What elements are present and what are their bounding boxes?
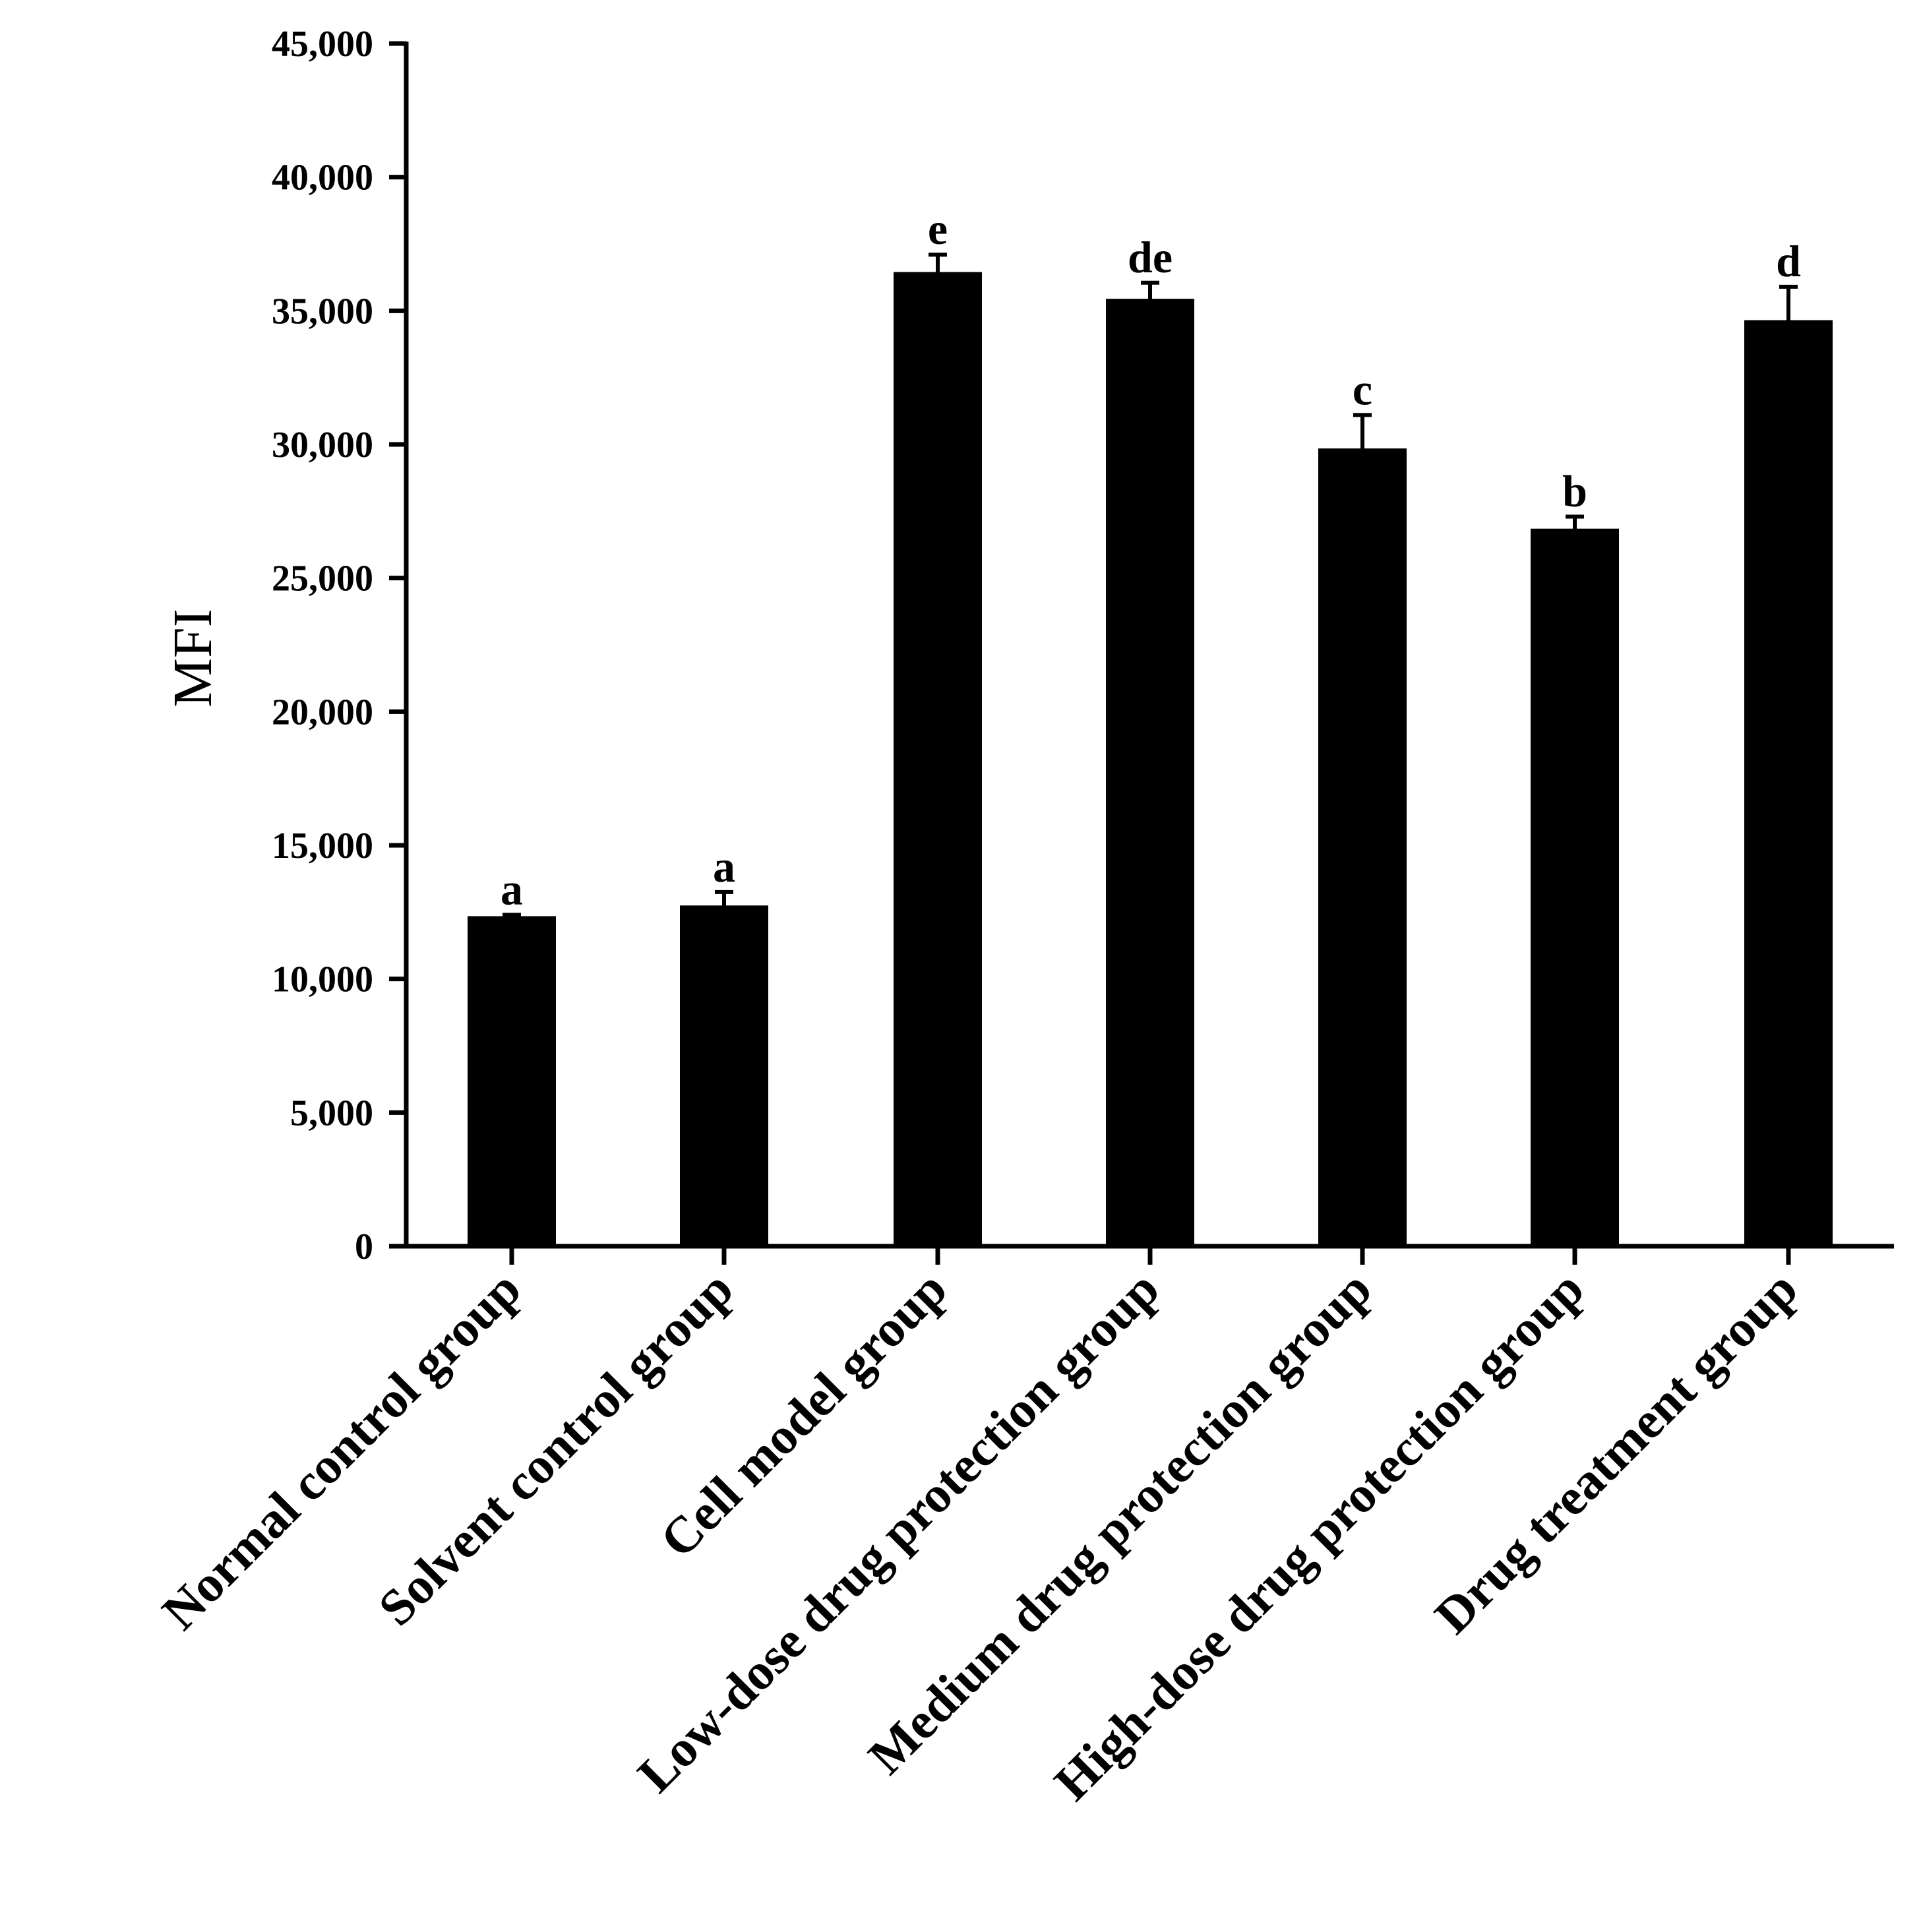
y-tick-label: 30,000: [272, 425, 373, 466]
x-tick-label: Drug treatment group: [1424, 1260, 1808, 1645]
y-tick-label: 15,000: [272, 826, 373, 866]
bar: [894, 272, 982, 1248]
y-tick-label: 45,000: [272, 24, 373, 65]
bar: [1744, 320, 1833, 1248]
significance-letter: e: [928, 204, 948, 254]
bar: [468, 916, 556, 1248]
y-ticks: 0 5,000 10,000 15,000 20,000 25,000 30,000 35,0…: [272, 24, 406, 1267]
y-tick-label: 0: [355, 1226, 373, 1267]
y-tick-label: 40,000: [272, 158, 373, 198]
bar: [1318, 448, 1407, 1248]
x-tick-label: Normal control group: [151, 1260, 532, 1641]
y-tick-label: 25,000: [272, 558, 373, 599]
x-tick-label: Solvent control group: [367, 1260, 744, 1637]
bar: [1106, 299, 1194, 1248]
significance-letter: c: [1353, 364, 1372, 414]
y-axis-title: MFI: [162, 609, 224, 707]
y-tick-label: 20,000: [272, 692, 373, 733]
significance-letter: de: [1128, 232, 1173, 282]
bar: [680, 905, 768, 1248]
bars: a a e de c b d: [468, 204, 1833, 1248]
y-tick-label: 10,000: [272, 959, 373, 1000]
significance-letter: a: [501, 864, 523, 914]
bar: [1531, 528, 1619, 1248]
y-tick-label: 5,000: [290, 1093, 373, 1133]
x-ticks: [509, 1246, 1791, 1265]
significance-letter: a: [713, 841, 735, 891]
significance-letter: d: [1776, 236, 1801, 286]
y-tick-label: 35,000: [272, 291, 373, 332]
significance-letter: b: [1562, 466, 1587, 516]
